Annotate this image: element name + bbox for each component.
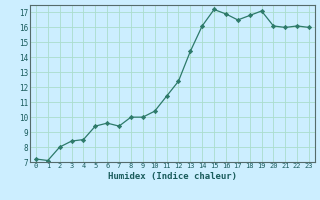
X-axis label: Humidex (Indice chaleur): Humidex (Indice chaleur): [108, 172, 237, 181]
